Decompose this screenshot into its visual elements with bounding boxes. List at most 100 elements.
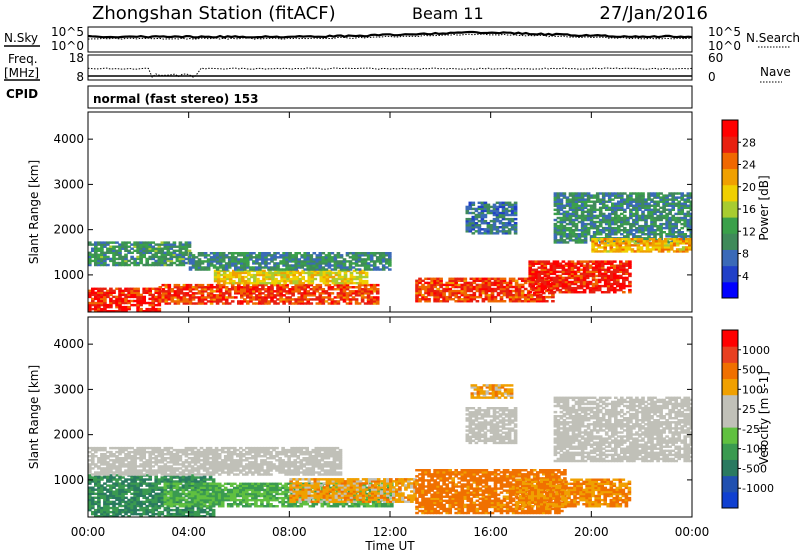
power-cell <box>484 281 489 285</box>
power-cell <box>298 277 303 281</box>
power-cell <box>292 269 297 273</box>
power-cell <box>501 209 506 213</box>
power-cell <box>680 212 685 216</box>
power-cell <box>463 281 468 285</box>
power-cell <box>127 245 131 248</box>
power-cell <box>635 226 639 230</box>
power-cell <box>651 242 656 245</box>
power-cell <box>469 281 474 285</box>
power-cell <box>154 307 159 311</box>
power-cell <box>213 273 218 277</box>
power-cell <box>258 268 262 271</box>
power-cell <box>188 296 193 299</box>
power-cell <box>656 202 660 205</box>
power-cell <box>553 229 558 232</box>
power-cell <box>598 224 603 228</box>
power-cell <box>490 287 495 291</box>
velocity-cell <box>181 488 186 492</box>
power-cell <box>559 198 564 201</box>
power-cell <box>285 264 289 267</box>
power-cell <box>173 302 178 305</box>
power-cell <box>154 295 159 299</box>
power-cell <box>94 241 98 244</box>
power-cell <box>480 215 485 219</box>
velocity-cell <box>121 515 125 517</box>
power-cell <box>656 196 660 199</box>
power-cell <box>203 290 208 293</box>
power-cell <box>136 291 140 295</box>
power-cell <box>337 271 342 275</box>
power-cell <box>477 215 482 219</box>
power-cell <box>212 252 217 255</box>
velocity-cell <box>133 512 137 516</box>
power-cell <box>574 192 579 195</box>
power-cell <box>677 235 682 238</box>
power-cell <box>638 231 642 234</box>
power-cell <box>97 261 101 265</box>
power-cell <box>573 280 578 284</box>
power-cell <box>179 290 184 293</box>
velocity-cell <box>199 480 204 483</box>
power-cell <box>598 210 603 214</box>
power-cell <box>94 297 98 301</box>
power-cell <box>514 281 519 285</box>
velocity-cell <box>142 500 147 504</box>
power-cell <box>336 252 341 255</box>
power-cell <box>614 206 618 210</box>
velocity-cell <box>94 502 98 506</box>
power-cell <box>565 212 570 216</box>
power-cell <box>354 298 359 301</box>
velocity-cell <box>115 508 119 512</box>
power-cell <box>224 288 229 291</box>
power-cell <box>191 298 196 301</box>
power-cell <box>375 256 380 259</box>
velocity-cell <box>220 492 225 496</box>
power-cell <box>130 257 134 261</box>
power-cell <box>583 233 588 236</box>
power-cell <box>568 194 573 197</box>
power-cell <box>579 284 584 288</box>
power-cell <box>499 289 504 293</box>
power-cell <box>553 202 558 205</box>
power-cell <box>556 192 561 195</box>
power-cell <box>300 254 305 257</box>
power-cell <box>585 276 590 280</box>
power-cell <box>562 226 567 230</box>
velocity-cell <box>169 505 174 508</box>
velocity-cell <box>154 496 159 500</box>
power-cell <box>327 286 332 289</box>
power-cell <box>247 277 251 281</box>
power-cell <box>483 228 488 231</box>
power-cell <box>577 239 582 242</box>
power-cell <box>609 242 614 245</box>
power-cell <box>345 283 350 287</box>
power-cell <box>385 258 389 261</box>
power-cell <box>315 262 320 265</box>
power-cell <box>478 293 483 297</box>
velocity-cell <box>124 480 128 483</box>
power-cell <box>650 224 654 228</box>
power-cell <box>451 277 456 281</box>
power-cell <box>191 262 196 265</box>
power-cell <box>565 222 570 226</box>
power-cell <box>641 196 645 199</box>
velocity-cell <box>151 484 156 487</box>
velocity-cell <box>139 500 143 504</box>
power-cell <box>342 296 347 299</box>
power-cell <box>262 273 266 277</box>
power-cell <box>209 302 214 305</box>
power-y-tick: 3000 <box>53 177 84 191</box>
velocity-cell <box>103 515 107 517</box>
power-cell <box>148 291 153 295</box>
velocity-cell <box>226 492 231 496</box>
power-cell <box>556 233 561 236</box>
power-cell <box>606 286 611 290</box>
power-cell <box>653 210 657 214</box>
power-cell <box>565 226 570 230</box>
velocity-cell <box>154 498 159 502</box>
velocity-cell <box>94 476 98 479</box>
power-cell <box>306 266 311 269</box>
power-cell <box>436 289 440 293</box>
power-cell <box>160 255 165 259</box>
